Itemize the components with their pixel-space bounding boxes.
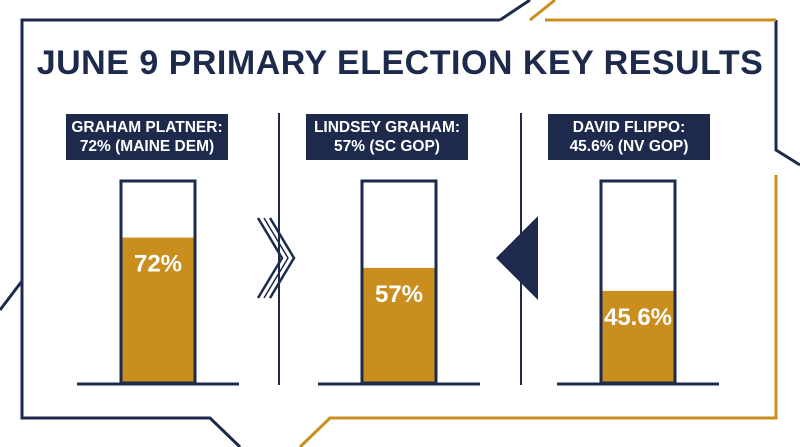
bar-fill-2 bbox=[362, 267, 436, 383]
panel-label-platner: GRAHAM PLATNER: 72% (MAINE DEM) bbox=[66, 114, 228, 160]
bar-value-label-1: 72% bbox=[134, 251, 182, 278]
panel-label-line1: GRAHAM PLATNER: bbox=[71, 119, 223, 136]
bar-fill-3 bbox=[601, 290, 675, 383]
panel-label-line2: 45.6% (NV GOP) bbox=[569, 138, 689, 155]
bar-value-label-3: 45.6% bbox=[604, 304, 672, 331]
navy-frame-right bbox=[774, 20, 800, 167]
gold-frame-top-slant bbox=[529, 0, 556, 22]
arrow-left-icon bbox=[496, 216, 538, 300]
navy-frame-top-slant bbox=[499, 0, 531, 22]
bar-value-label-2: 57% bbox=[375, 281, 423, 308]
panel-label-line1: LINDSEY GRAHAM: bbox=[313, 119, 461, 136]
panel-label-flippo: DAVID FLIPPO: 45.6% (NV GOP) bbox=[548, 114, 710, 160]
navy-frame-bottom-left bbox=[20, 281, 242, 447]
page-title: JUNE 9 PRIMARY ELECTION KEY RESULTS bbox=[36, 44, 764, 82]
gold-frame-bottom-right bbox=[298, 175, 778, 447]
bar-fill-1 bbox=[121, 237, 195, 383]
panel-label-line2: 72% (MAINE DEM) bbox=[79, 138, 215, 155]
panel-label-line2: 57% (SC GOP) bbox=[334, 138, 440, 155]
panel-label-line1: DAVID FLIPPO: bbox=[572, 119, 686, 136]
chevron-right-icon bbox=[256, 217, 296, 299]
panel-label-graham: LINDSEY GRAHAM: 57% (SC GOP) bbox=[306, 114, 468, 160]
navy-frame-top-left bbox=[0, 18, 500, 311]
